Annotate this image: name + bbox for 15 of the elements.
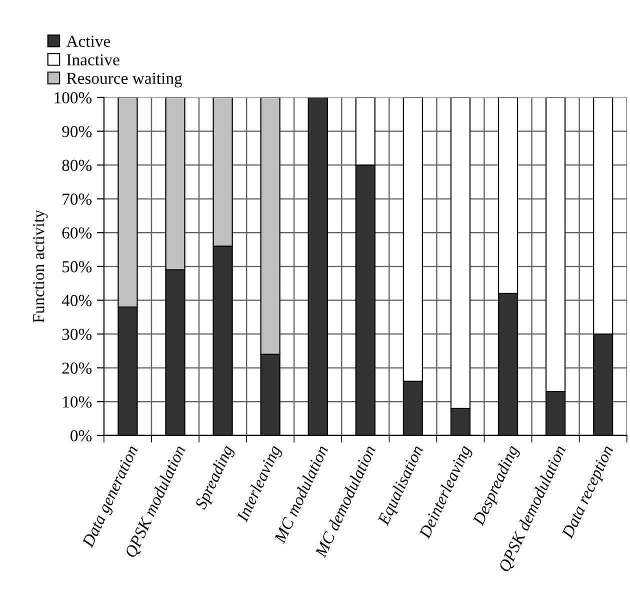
y-tick-label: 40%	[62, 294, 92, 306]
y-axis-title: Function activity	[33, 210, 48, 323]
y-tick-label: 60%	[62, 227, 92, 239]
y-tick-label: 80%	[62, 160, 92, 172]
y-tick-label: 90%	[62, 126, 92, 138]
legend-label: Resource waiting	[66, 72, 182, 88]
y-tick-label: 10%	[63, 396, 92, 408]
y-tick-label: 0%	[70, 430, 92, 442]
y-tick-label: 100%	[54, 92, 92, 104]
y-tick-label: 30%	[62, 328, 92, 340]
y-tick-label: 50%	[62, 261, 92, 272]
y-tick-label: 20%	[62, 362, 92, 374]
legend-label: Inactive	[66, 54, 120, 66]
legend-label: Active	[66, 36, 110, 47]
y-tick-label: 70%	[62, 194, 92, 205]
